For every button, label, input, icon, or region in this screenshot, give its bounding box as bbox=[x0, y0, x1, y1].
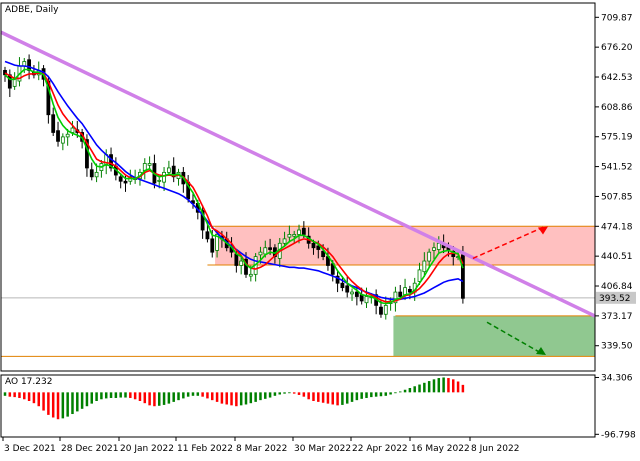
ao-y-tick-label: -96.798 bbox=[601, 430, 636, 440]
chart-labels: ADBE, Daily AO 17.232 709.87 676.20 642.53… bbox=[4, 5, 636, 454]
chart-frame bbox=[0, 2, 599, 441]
candle-body[interactable] bbox=[354, 291, 359, 297]
candle-body[interactable] bbox=[297, 229, 301, 235]
candle-body[interactable] bbox=[364, 296, 369, 304]
candle-body[interactable] bbox=[215, 234, 219, 251]
candle-body[interactable] bbox=[282, 238, 287, 244]
ao-pane[interactable] bbox=[3, 377, 465, 420]
candle-body[interactable] bbox=[340, 282, 345, 289]
bearish-scenario-arrow bbox=[486, 321, 544, 355]
candle-body[interactable] bbox=[65, 133, 70, 138]
candle-body[interactable] bbox=[85, 139, 89, 169]
x-tick-label: 30 Mar 2022 bbox=[294, 444, 351, 454]
ma-green-line bbox=[4, 68, 464, 305]
candle-body[interactable] bbox=[56, 130, 60, 142]
candle-body[interactable] bbox=[118, 176, 123, 182]
candle-body[interactable] bbox=[403, 287, 407, 296]
candle-body[interactable] bbox=[244, 258, 248, 275]
candle-body[interactable] bbox=[311, 242, 316, 249]
y-tick-label: 575.19 bbox=[601, 133, 633, 143]
y-tick-label: 676.20 bbox=[601, 43, 633, 53]
y-tick-label: 709.87 bbox=[601, 13, 633, 23]
candle-body[interactable] bbox=[287, 234, 292, 238]
x-tick-label: 20 Jan 2022 bbox=[120, 444, 174, 454]
candle-body[interactable] bbox=[51, 114, 56, 133]
candle-body[interactable] bbox=[200, 210, 205, 231]
bullish-arrow-head bbox=[538, 226, 548, 235]
candle-body[interactable] bbox=[422, 260, 427, 273]
candle-body[interactable] bbox=[234, 253, 239, 266]
candle-body[interactable] bbox=[258, 251, 263, 256]
candle-body[interactable] bbox=[407, 289, 412, 293]
x-tick-label: 28 Dec 2021 bbox=[61, 444, 119, 454]
candle-body[interactable] bbox=[147, 163, 152, 166]
bearish-arrow-head bbox=[536, 347, 546, 356]
y-tick-label: 440.51 bbox=[601, 252, 633, 262]
candle-body[interactable] bbox=[239, 260, 244, 266]
ao-y-tick-label: 34.306 bbox=[601, 373, 633, 383]
candle-body[interactable] bbox=[417, 269, 422, 282]
y-tick-label: 406.84 bbox=[601, 282, 633, 292]
candle-body[interactable] bbox=[171, 165, 176, 178]
ao-label: AO 17.232 bbox=[5, 377, 52, 387]
y-tick-label: 642.53 bbox=[601, 73, 633, 83]
x-tick-label: 3 Dec 2021 bbox=[4, 444, 56, 454]
candle-body[interactable] bbox=[335, 275, 340, 284]
y-tick-label: 507.85 bbox=[601, 192, 633, 202]
ao-pane-frame bbox=[0, 374, 596, 438]
candle-body[interactable] bbox=[70, 127, 75, 133]
candle-body[interactable] bbox=[89, 169, 94, 178]
candle-body[interactable] bbox=[292, 234, 297, 237]
candle-body[interactable] bbox=[393, 291, 398, 304]
y-tick-label: 339.50 bbox=[601, 342, 633, 352]
support-zone bbox=[393, 315, 595, 357]
x-tick-label: 8 Jun 2022 bbox=[471, 444, 519, 454]
candle-body[interactable] bbox=[321, 250, 326, 258]
candle-body[interactable] bbox=[427, 251, 432, 262]
x-tick-label: 8 Mar 2022 bbox=[236, 444, 287, 454]
candle-body[interactable] bbox=[157, 179, 162, 182]
downtrend-line[interactable] bbox=[0, 30, 596, 318]
candle-body[interactable] bbox=[205, 231, 210, 240]
bullish-scenario-arrow bbox=[472, 225, 546, 260]
y-tick-label: 373.17 bbox=[601, 312, 633, 322]
candle-body[interactable] bbox=[162, 171, 166, 183]
candle-body[interactable] bbox=[350, 291, 354, 295]
current-price-label: 393.52 bbox=[599, 294, 631, 304]
candle-body[interactable] bbox=[12, 78, 17, 87]
candle-body[interactable] bbox=[210, 238, 215, 253]
y-tick-label: 474.18 bbox=[601, 222, 633, 232]
candle-body[interactable] bbox=[316, 245, 321, 250]
candle-body[interactable] bbox=[379, 306, 383, 315]
candle-body[interactable] bbox=[398, 291, 403, 297]
candle-body[interactable] bbox=[123, 180, 128, 184]
candle-body[interactable] bbox=[60, 136, 65, 144]
current-price-tag bbox=[596, 291, 636, 304]
candle-body[interactable] bbox=[248, 273, 253, 277]
candle-body[interactable] bbox=[432, 247, 436, 251]
x-tick-label: 11 Feb 2022 bbox=[177, 444, 233, 454]
candle-body[interactable] bbox=[345, 285, 350, 293]
candle-body[interactable] bbox=[166, 167, 171, 173]
y-tick-label: 541.52 bbox=[601, 163, 633, 173]
ma-red-line bbox=[4, 72, 464, 303]
candle-body[interactable] bbox=[436, 242, 441, 250]
candle-body[interactable] bbox=[109, 154, 113, 169]
candle-body[interactable] bbox=[301, 227, 306, 235]
candle-body[interactable] bbox=[263, 247, 268, 255]
candle-body[interactable] bbox=[268, 247, 273, 250]
price-pane-frame bbox=[0, 2, 596, 372]
symbol-label: ADBE, Daily bbox=[5, 5, 59, 15]
y-tick-label: 608.86 bbox=[601, 103, 633, 113]
candle-body[interactable] bbox=[383, 304, 388, 315]
price-pane[interactable] bbox=[0, 30, 596, 357]
x-tick-label: 16 May 2022 bbox=[411, 444, 470, 454]
candle-body[interactable] bbox=[94, 171, 99, 178]
x-tick-label: 22 Apr 2022 bbox=[352, 444, 408, 454]
